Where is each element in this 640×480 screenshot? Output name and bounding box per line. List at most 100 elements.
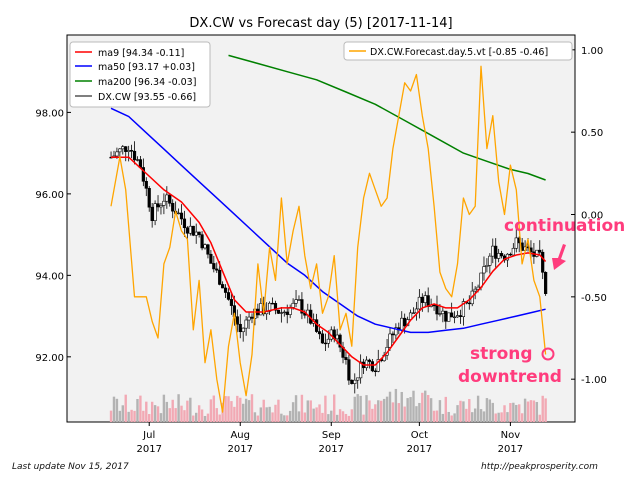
legend-ma200: ma200 [96.34 -0.03] [98, 77, 196, 88]
volume-bar [212, 395, 216, 422]
volume-bar [394, 388, 398, 422]
volume-bar [456, 405, 459, 422]
volume-bar [180, 405, 183, 422]
candle-body [432, 304, 436, 307]
candle-body [206, 244, 210, 255]
candle-body [285, 311, 289, 315]
annotation-circle [541, 347, 555, 361]
candle-body [417, 296, 421, 310]
volume-bar [115, 398, 119, 422]
candle-body [294, 299, 298, 304]
volume-bar [283, 415, 286, 422]
volume-bar [374, 404, 377, 422]
volume-bar [385, 396, 389, 422]
x-tick-label: Aug [230, 430, 250, 441]
candle-body [144, 181, 148, 189]
volume-bar [136, 398, 139, 422]
volume-bar [447, 411, 450, 422]
candle-body [476, 286, 480, 290]
candle-body [168, 194, 172, 204]
volume-bar [183, 410, 186, 422]
volume-bar [406, 398, 409, 422]
volume-bar [186, 400, 189, 422]
volume-bar [239, 397, 242, 422]
volume-bar [288, 410, 292, 422]
volume-bar [518, 404, 521, 422]
candle-body [344, 357, 348, 360]
volume-bar [388, 391, 392, 422]
volume-bar [318, 404, 321, 422]
volume-bar [379, 400, 383, 422]
candle-body [347, 359, 351, 381]
volume-bar [479, 409, 483, 422]
volume-bar [482, 411, 486, 422]
volume-bar [462, 401, 465, 422]
volume-bar [535, 401, 539, 422]
volume-bar [515, 404, 518, 422]
candle-body [320, 333, 325, 344]
candle-body [414, 308, 419, 314]
annotation-continuation: continuation [504, 216, 625, 236]
volume-bar [224, 396, 227, 422]
chart-title: DX.CW vs Forecast day (5) [2017-11-14] [189, 16, 452, 31]
candle-body [467, 302, 471, 305]
volume-bar [471, 412, 474, 422]
candle-body [147, 188, 151, 208]
footer-last-update: Last update Nov 15, 2017 [12, 462, 129, 472]
volume-bar [450, 415, 453, 422]
legend-left: ma9 [94.34 -0.11] ma50 [93.17 +0.03] ma2… [69, 41, 211, 108]
candle-body [367, 359, 372, 362]
candle-body [491, 245, 495, 257]
candle-body [403, 317, 407, 327]
candle-body [508, 253, 512, 256]
volume-bar [365, 395, 368, 422]
volume-bar [265, 407, 268, 422]
volume-bar [291, 402, 295, 422]
candle-body [194, 231, 198, 236]
candle-body [176, 212, 181, 215]
left-tick-label: 98.00 [35, 108, 64, 119]
volume-bar [476, 395, 480, 422]
volume-bar [538, 414, 541, 422]
volume-bar [280, 413, 283, 422]
volume-bar [165, 401, 169, 422]
candle-body [326, 338, 330, 344]
candle-body [215, 268, 219, 271]
volume-bar [523, 398, 527, 422]
candle-body [364, 359, 369, 369]
right-tick-label: -1.00 [581, 375, 607, 386]
volume-bar [421, 392, 424, 422]
volume-bar [382, 398, 386, 422]
volume-bar [148, 414, 151, 422]
volume-bar [118, 410, 122, 422]
annotation-arrow [552, 244, 566, 270]
candle-body [115, 151, 119, 157]
left-tick-label: 96.00 [35, 190, 64, 201]
candle-body [400, 317, 404, 331]
volume-bar [297, 411, 301, 422]
volume-bar [362, 414, 365, 422]
candle-body [185, 227, 189, 234]
volume-bar [512, 402, 515, 422]
volume-bars [109, 388, 547, 422]
candle-body [141, 167, 145, 182]
volume-bar [218, 414, 221, 422]
volume-bar [315, 407, 318, 422]
volume-bar [391, 402, 395, 422]
forecast-line [110, 65, 547, 413]
x-tick-label: Jul [142, 430, 155, 441]
volume-bar [415, 406, 418, 422]
candle-body [132, 150, 137, 161]
volume-bar [324, 395, 327, 422]
candle-body [247, 316, 251, 321]
candle-body [376, 359, 380, 372]
candle-body [235, 316, 239, 325]
candle-body [497, 253, 501, 259]
volume-bar [341, 411, 345, 422]
volume-bar [177, 394, 180, 422]
legend-forecast: DX.CW.Forecast.day.5.vt [-0.85 -0.46] [370, 47, 548, 58]
volume-bar [259, 407, 263, 422]
candle-body [241, 327, 245, 333]
candle-body [127, 150, 131, 152]
volume-bar [124, 394, 127, 422]
